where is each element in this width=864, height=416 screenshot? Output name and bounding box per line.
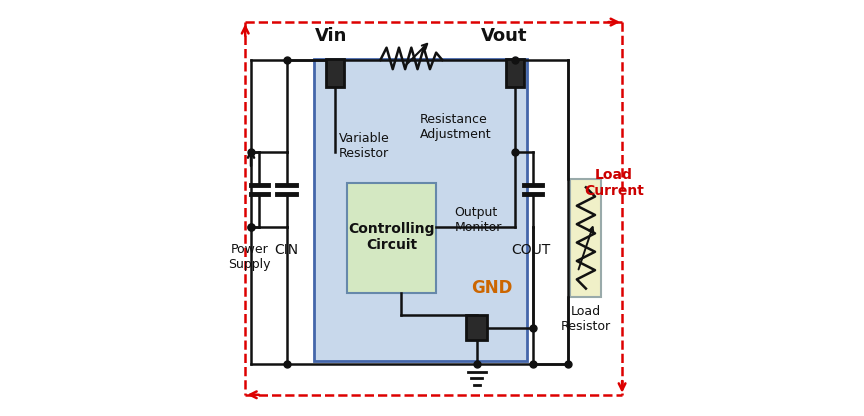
Text: GND: GND — [471, 279, 512, 297]
Text: COUT: COUT — [511, 243, 550, 257]
Text: Load
Current: Load Current — [584, 168, 644, 198]
Text: CIN: CIN — [275, 243, 299, 257]
Bar — [314, 59, 527, 361]
Bar — [505, 59, 524, 87]
Text: Load
Resistor: Load Resistor — [561, 305, 611, 333]
Text: Output
Monitor: Output Monitor — [454, 206, 502, 234]
Bar — [466, 315, 487, 340]
Text: Variable
Resistor: Variable Resistor — [339, 131, 390, 160]
Text: Resistance
Adjustment: Resistance Adjustment — [420, 113, 492, 141]
Text: Vin: Vin — [314, 27, 347, 45]
Text: Power
Supply: Power Supply — [228, 243, 270, 271]
Text: Vout: Vout — [481, 27, 528, 45]
Bar — [326, 59, 344, 87]
Bar — [347, 183, 436, 293]
Text: Controlling
Circuit: Controlling Circuit — [349, 222, 435, 252]
Bar — [570, 179, 601, 297]
